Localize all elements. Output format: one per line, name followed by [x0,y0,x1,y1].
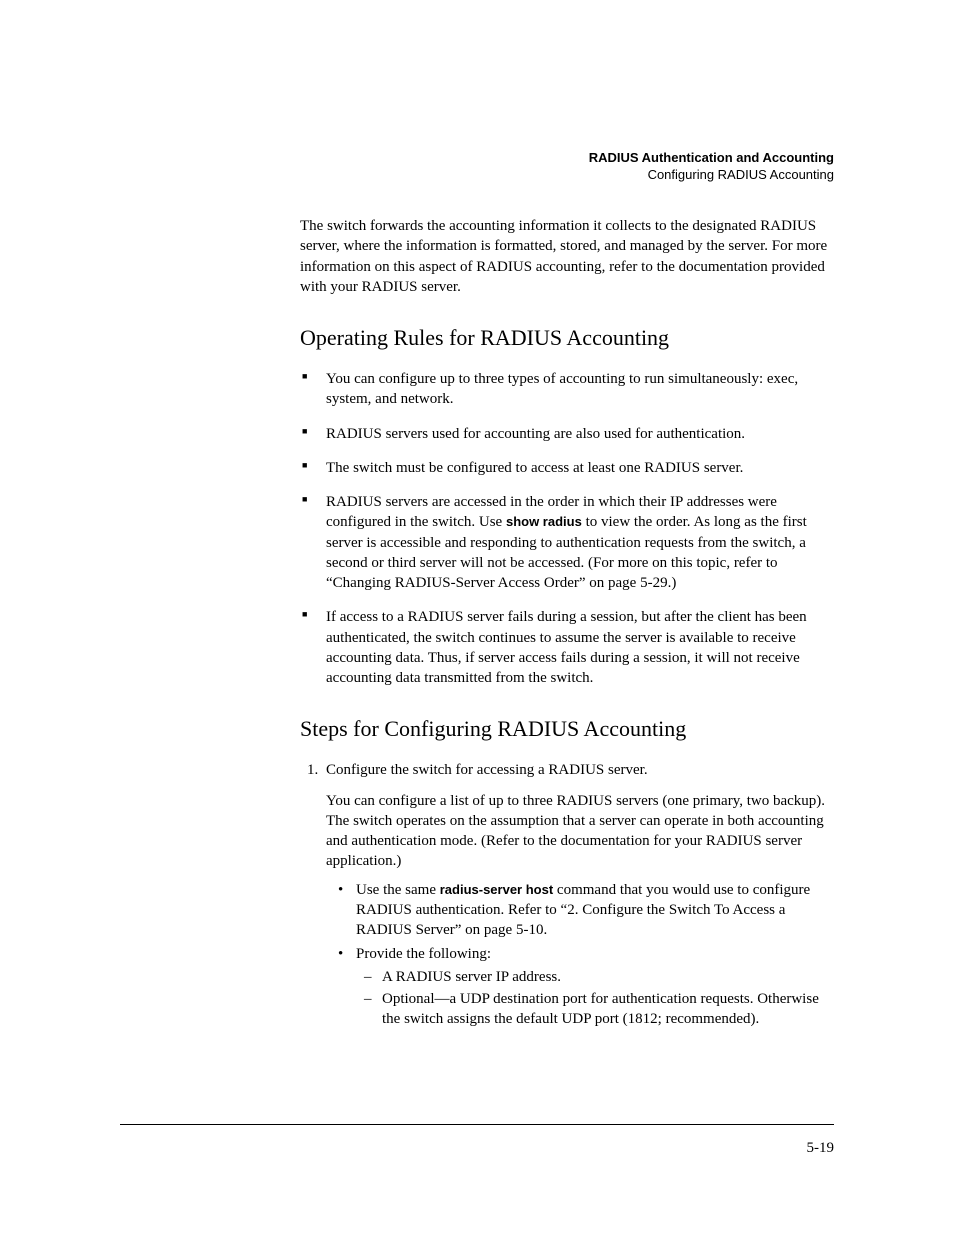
list-item: Use the same radius-server host command … [356,880,834,941]
footer-rule [120,1124,834,1125]
operating-rules-list: You can configure up to three types of a… [300,369,834,688]
page-number: 5-19 [807,1140,835,1157]
text-fragment: Provide the following: [356,946,491,962]
step-item: Configure the switch for accessing a RAD… [322,760,834,1029]
list-item: RADIUS servers used for accounting are a… [322,424,834,444]
command-text: show radius [506,514,582,529]
section-heading-operating-rules: Operating Rules for RADIUS Accounting [300,325,834,351]
list-item: The switch must be configured to access … [322,458,834,478]
section-title: Configuring RADIUS Accounting [120,167,834,182]
page-header: RADIUS Authentication and Accounting Con… [120,150,834,182]
section-heading-steps: Steps for Configuring RADIUS Accounting [300,716,834,742]
step-title: Configure the switch for accessing a RAD… [326,762,648,778]
sub-bullet-list: Use the same radius-server host command … [326,880,834,1030]
list-item: You can configure up to three types of a… [322,369,834,410]
list-item: RADIUS servers are accessed in the order… [322,492,834,593]
list-item: If access to a RADIUS server fails durin… [322,607,834,688]
steps-list: Configure the switch for accessing a RAD… [300,760,834,1029]
list-item: A RADIUS server IP address. [382,967,834,987]
main-content: The switch forwards the accounting infor… [300,216,834,1029]
chapter-title: RADIUS Authentication and Accounting [120,150,834,165]
text-fragment: Use the same [356,882,440,898]
dash-list: A RADIUS server IP address. Optional—a U… [356,967,834,1030]
intro-paragraph: The switch forwards the accounting infor… [300,216,834,297]
document-page: RADIUS Authentication and Accounting Con… [0,0,954,1235]
command-text: radius-server host [440,882,553,897]
list-item: Optional—a UDP destination port for auth… [382,989,834,1030]
list-item: Provide the following: A RADIUS server I… [356,944,834,1029]
step-paragraph: You can configure a list of up to three … [326,791,834,872]
